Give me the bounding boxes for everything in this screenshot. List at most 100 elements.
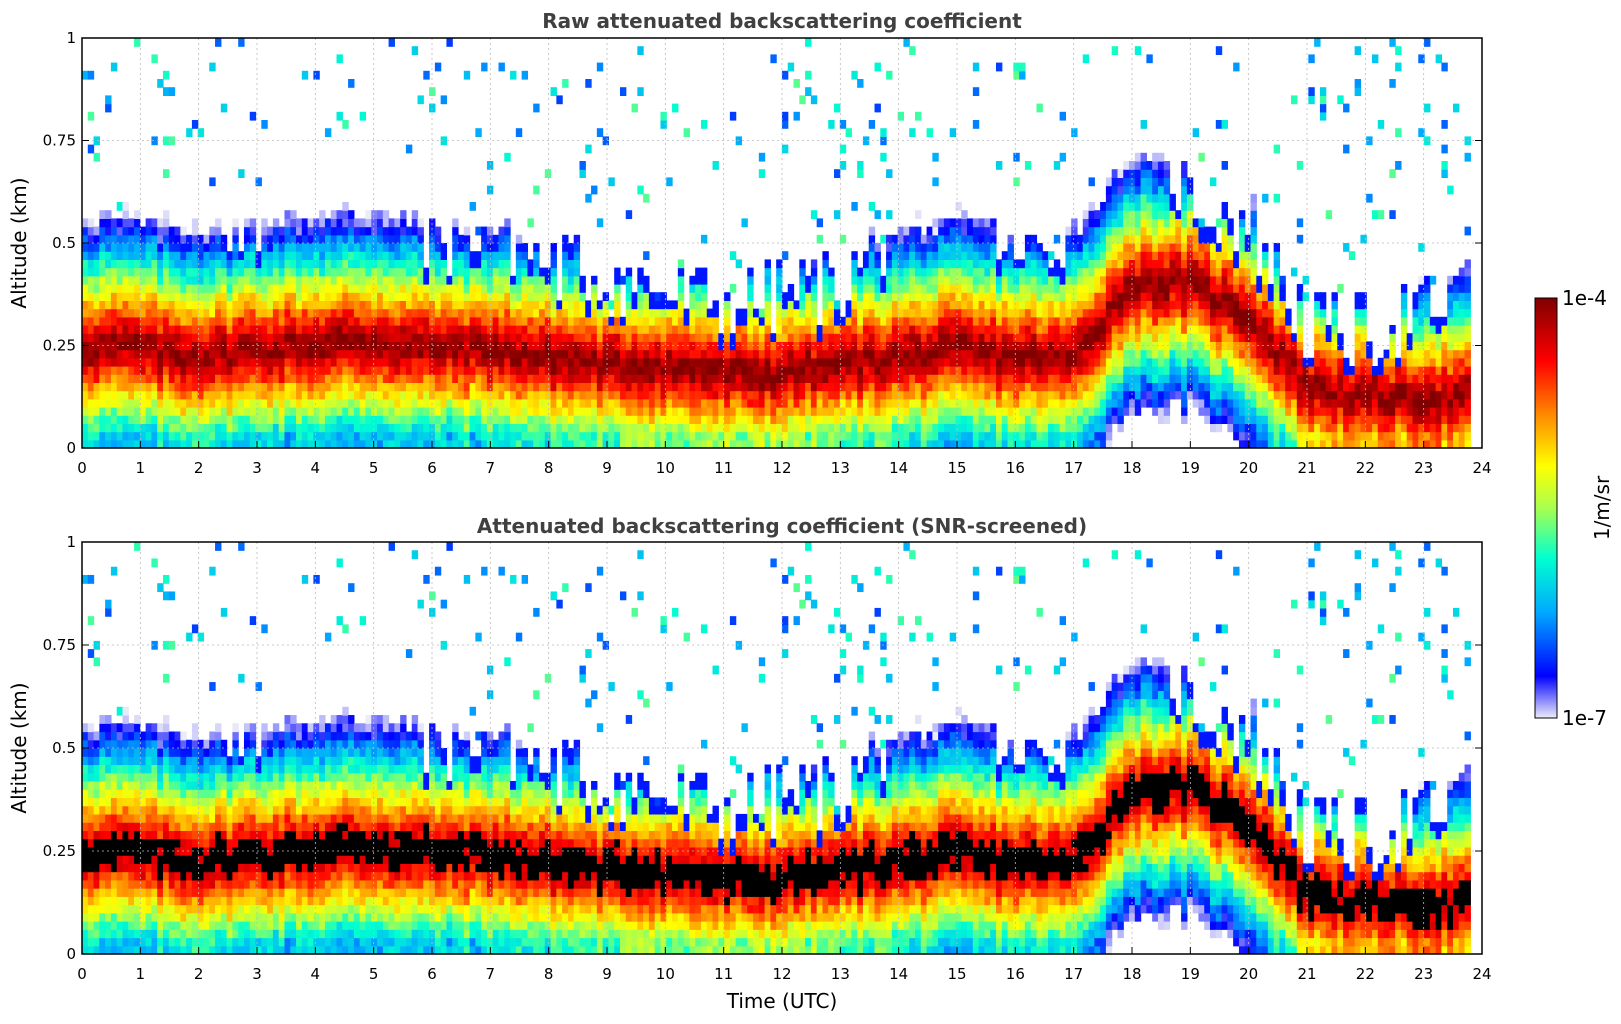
raw-heat-cell <box>510 415 517 424</box>
raw-heat-cell <box>839 357 847 367</box>
raw-heat-cell <box>1088 292 1095 301</box>
raw-heat-cell <box>232 366 239 375</box>
raw-heat-cell <box>776 341 783 351</box>
raw-heat-cell <box>1001 431 1009 441</box>
raw-heat-cell <box>168 316 176 326</box>
raw-heat-cell <box>862 292 870 301</box>
raw-heat-cell <box>203 431 210 441</box>
raw-heat-cell <box>139 423 147 433</box>
raw-heat-cell <box>82 70 89 80</box>
raw-heat-cell <box>1001 398 1009 408</box>
raw-heat-cell <box>319 366 326 375</box>
raw-heat-cell <box>637 341 644 351</box>
raw-heat-cell <box>926 415 933 424</box>
raw-heat-cell <box>672 431 679 441</box>
raw-heat-cell <box>405 325 413 334</box>
raw-heat-cell <box>521 333 529 342</box>
raw-heat-cell <box>1129 161 1136 170</box>
raw-heat-cell <box>313 341 320 351</box>
raw-heat-cell <box>845 366 852 375</box>
raw-heat-cell <box>643 407 650 416</box>
raw-heat-cell <box>943 374 951 383</box>
raw-heat-cell <box>1157 284 1165 293</box>
raw-heat-cell <box>128 284 135 293</box>
raw-heat-cell <box>990 357 997 367</box>
raw-heat-cell <box>573 275 581 285</box>
raw-heat-cell <box>1007 325 1014 334</box>
raw-heat-cell <box>874 439 881 448</box>
raw-heat-cell <box>458 398 465 408</box>
raw-heat-cell <box>105 300 112 310</box>
raw-heat-cell <box>174 325 181 334</box>
raw-heat-cell <box>810 366 818 375</box>
raw-heat-cell <box>1105 439 1113 448</box>
raw-heat-cell <box>423 398 430 408</box>
raw-heat-cell <box>903 415 910 424</box>
raw-heat-cell <box>967 275 974 285</box>
raw-heat-cell <box>191 120 199 129</box>
raw-heat-cell <box>961 275 968 285</box>
raw-heat-cell <box>753 398 760 408</box>
raw-heat-cell <box>770 366 777 375</box>
raw-heat-cell <box>961 325 968 334</box>
raw-heat-cell <box>683 341 690 351</box>
raw-heat-cell <box>382 439 390 448</box>
raw-heat-cell <box>1152 366 1159 375</box>
raw-heat-cell <box>1123 169 1130 178</box>
raw-heat-cell <box>1065 349 1072 359</box>
raw-heat-cell <box>718 341 725 351</box>
raw-heat-cell <box>492 374 500 383</box>
raw-heat-cell <box>619 423 627 433</box>
raw-heat-cell <box>336 316 343 326</box>
raw-heat-cell <box>492 357 500 367</box>
raw-heat-cell <box>180 251 187 260</box>
raw-heat-cell <box>191 333 199 342</box>
raw-heat-cell <box>961 374 968 383</box>
raw-heat-cell <box>683 407 690 416</box>
raw-heat-cell <box>874 62 881 72</box>
raw-heat-cell <box>157 366 164 375</box>
raw-heat-cell <box>995 325 1003 334</box>
raw-heat-cell <box>602 357 610 367</box>
raw-heat-cell <box>857 300 864 310</box>
raw-heat-cell <box>1013 415 1020 424</box>
raw-heat-cell <box>365 284 372 293</box>
raw-heat-cell <box>324 316 332 326</box>
raw-heat-cell <box>637 407 644 416</box>
raw-heat-cell <box>342 333 349 342</box>
raw-heat-cell <box>972 87 980 96</box>
raw-heat-cell <box>267 251 274 260</box>
raw-heat-cell <box>1186 292 1194 301</box>
raw-heat-cell <box>157 79 164 88</box>
raw-heat-cell <box>330 349 338 359</box>
raw-heat-cell <box>116 382 124 392</box>
raw-heat-cell <box>122 415 129 424</box>
raw-heat-cell <box>857 292 864 301</box>
raw-heat-cell <box>324 325 332 334</box>
raw-heat-cell <box>336 54 343 64</box>
raw-heat-cell <box>99 308 106 318</box>
raw-heat-cell <box>857 341 864 351</box>
raw-heat-cell <box>128 341 135 351</box>
raw-heat-cell <box>197 439 205 448</box>
raw-heat-cell <box>87 407 95 416</box>
raw-heat-cell <box>1007 349 1014 359</box>
raw-heat-cell <box>174 407 181 416</box>
raw-heat-cell <box>625 267 633 277</box>
raw-heat-cell <box>648 390 656 400</box>
raw-heat-cell <box>608 439 615 448</box>
raw-heat-cell <box>822 357 829 367</box>
raw-heat-cell <box>382 267 390 277</box>
raw-heat-cell <box>1100 202 1107 211</box>
raw-heat-cell <box>868 243 876 252</box>
raw-heat-cell <box>909 390 916 400</box>
raw-heat-cell <box>249 218 257 228</box>
raw-heat-cell <box>272 243 280 252</box>
raw-heat-cell <box>249 423 257 433</box>
raw-heat-cell <box>770 374 777 383</box>
raw-heat-cell <box>544 325 552 334</box>
raw-heat-cell <box>990 382 997 392</box>
raw-heat-cell <box>897 349 905 359</box>
raw-heat-cell <box>1123 349 1130 359</box>
raw-heat-cell <box>249 390 257 400</box>
